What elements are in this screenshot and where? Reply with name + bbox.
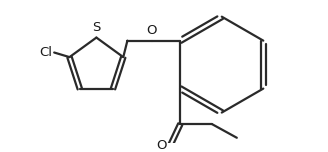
Text: S: S — [92, 21, 101, 34]
Text: Cl: Cl — [39, 46, 52, 59]
Text: O: O — [157, 139, 167, 152]
Text: O: O — [147, 24, 157, 37]
